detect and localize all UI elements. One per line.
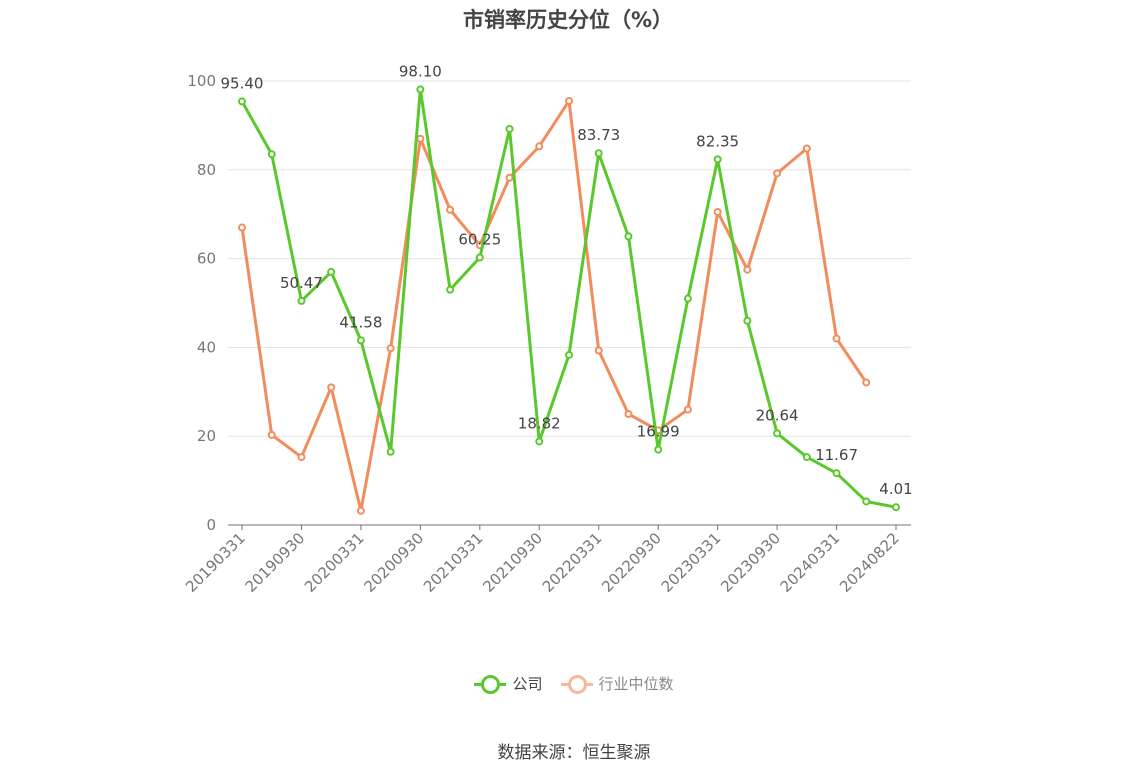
data-point-industry — [386, 344, 395, 353]
legend-swatch-company — [474, 674, 507, 694]
data-point-company — [624, 232, 633, 241]
data-point-company — [862, 497, 871, 506]
data-point-company — [832, 469, 841, 478]
x-tick-label: 20220930 — [598, 529, 665, 596]
data-point-industry — [416, 134, 425, 143]
x-tick-label: 20210930 — [479, 529, 546, 596]
data-point-industry — [356, 506, 365, 515]
x-tick-label: 20190930 — [242, 529, 309, 596]
data-point-company — [535, 437, 544, 446]
data-point-company — [654, 445, 663, 454]
data-point-industry — [505, 173, 514, 182]
data-label: 20.64 — [756, 406, 799, 424]
x-tick-label: 20200930 — [360, 529, 427, 596]
data-label: 60.25 — [458, 230, 501, 248]
data-point-company — [238, 97, 246, 106]
data-point-company — [386, 447, 395, 456]
data-label: 82.35 — [696, 132, 739, 150]
data-point-company — [446, 285, 455, 294]
legend-label-company: 公司 — [512, 675, 543, 693]
data-point-industry — [327, 383, 336, 392]
legend-item-company[interactable]: 公司 — [474, 673, 543, 694]
x-tick-label: 20200331 — [301, 529, 368, 596]
chart-title: 市销率历史分位（%） — [462, 8, 674, 32]
legend-item-industry[interactable]: 行业中位数 — [560, 673, 674, 694]
data-point-company — [743, 316, 752, 325]
data-label: 50.47 — [280, 274, 323, 292]
data-point-company — [892, 503, 900, 512]
data-label: 41.58 — [339, 313, 382, 331]
data-point-industry — [832, 334, 841, 343]
legend: 公司 行业中位数 — [0, 673, 1148, 694]
data-point-company — [713, 155, 722, 164]
data-point-industry — [683, 405, 692, 414]
y-tick-label: 100 — [187, 72, 216, 90]
data-point-industry — [267, 430, 276, 439]
data-point-industry — [802, 144, 811, 153]
x-tick-label: 20240822 — [836, 529, 903, 596]
data-point-company — [802, 453, 811, 462]
data-point-industry — [624, 410, 633, 418]
data-point-industry — [565, 96, 573, 105]
data-label: 16.99 — [637, 423, 680, 441]
y-tick-label: 40 — [197, 338, 216, 356]
data-point-company — [565, 350, 573, 359]
data-point-company — [683, 294, 692, 303]
legend-swatch-industry — [560, 674, 593, 694]
data-label: 98.10 — [399, 62, 442, 80]
data-label: 11.67 — [815, 446, 858, 464]
data-point-industry — [713, 207, 722, 216]
data-point-industry — [862, 378, 871, 387]
y-tick-label: 80 — [197, 161, 216, 179]
data-point-industry — [297, 453, 306, 462]
data-point-industry — [773, 169, 782, 178]
y-tick-label: 0 — [206, 516, 216, 534]
data-point-company — [297, 296, 306, 305]
data-point-company — [773, 429, 782, 438]
data-point-industry — [594, 346, 603, 355]
data-label: 18.82 — [518, 414, 561, 432]
data-point-company — [327, 267, 336, 276]
data-point-company — [416, 85, 425, 94]
data-point-industry — [446, 205, 455, 214]
x-tick-label: 20230930 — [717, 529, 784, 596]
data-label: 83.73 — [577, 126, 620, 144]
data-point-industry — [238, 223, 246, 232]
series-line-company — [240, 87, 897, 509]
data-point-company — [475, 253, 484, 262]
x-tick-label: 20190331 — [182, 529, 249, 596]
x-tick-label: 20240331 — [777, 529, 844, 596]
series-line-industry — [240, 99, 868, 513]
data-label: 95.40 — [221, 74, 264, 92]
x-tick-label: 20210331 — [420, 529, 487, 596]
data-point-industry — [743, 265, 752, 274]
source-note: 数据来源：恒生聚源 — [497, 743, 651, 763]
data-point-company — [356, 336, 365, 345]
y-tick-label: 20 — [197, 427, 216, 445]
x-tick-label: 20230331 — [658, 529, 725, 596]
legend-label-industry: 行业中位数 — [598, 675, 674, 693]
data-point-company — [594, 149, 603, 158]
data-label: 4.01 — [879, 480, 912, 498]
data-point-industry — [535, 142, 544, 151]
x-tick-label: 20220331 — [539, 529, 606, 596]
y-tick-label: 60 — [197, 250, 216, 268]
data-point-company — [505, 124, 514, 133]
data-point-company — [267, 150, 276, 159]
